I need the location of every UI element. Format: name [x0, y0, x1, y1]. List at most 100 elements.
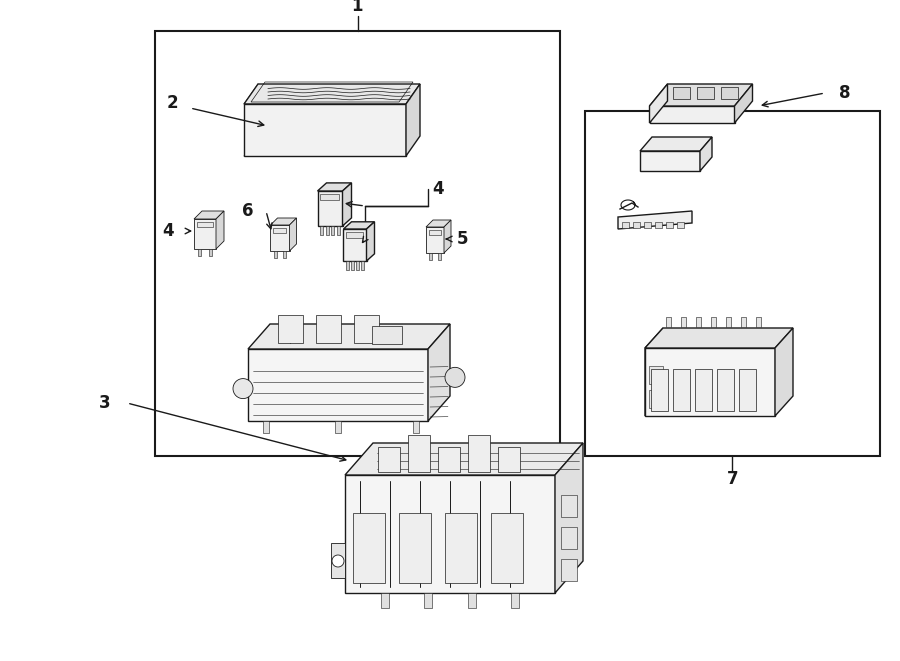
Bar — [498, 447, 520, 472]
Bar — [438, 253, 441, 260]
Polygon shape — [366, 222, 374, 261]
Text: 4: 4 — [162, 222, 174, 240]
Bar — [726, 317, 731, 327]
Bar — [320, 226, 323, 235]
Bar — [666, 222, 673, 228]
Polygon shape — [244, 84, 420, 104]
Polygon shape — [290, 218, 296, 251]
Polygon shape — [645, 348, 775, 416]
Polygon shape — [650, 106, 734, 123]
Bar — [644, 222, 651, 228]
Bar — [408, 435, 430, 472]
Text: 6: 6 — [242, 202, 254, 220]
Polygon shape — [775, 328, 793, 416]
Bar — [337, 226, 339, 235]
Bar — [335, 421, 341, 433]
Polygon shape — [444, 220, 451, 253]
Bar — [198, 249, 201, 256]
Bar — [346, 261, 348, 270]
Polygon shape — [645, 328, 793, 348]
Bar — [274, 251, 276, 258]
Bar — [585, 111, 880, 456]
Bar — [331, 543, 345, 578]
Bar — [197, 221, 213, 227]
Polygon shape — [618, 211, 692, 229]
Circle shape — [233, 379, 253, 399]
Bar — [155, 31, 560, 456]
Polygon shape — [271, 225, 290, 251]
Bar — [649, 366, 662, 384]
Bar — [429, 229, 441, 235]
Bar — [561, 559, 578, 581]
Polygon shape — [244, 104, 406, 156]
Polygon shape — [650, 84, 752, 106]
Bar — [353, 513, 385, 583]
Bar — [326, 226, 328, 235]
Polygon shape — [216, 211, 224, 249]
Bar — [354, 315, 379, 343]
Polygon shape — [194, 219, 216, 249]
Circle shape — [332, 555, 344, 567]
Bar — [381, 593, 389, 608]
Bar — [413, 421, 419, 433]
Bar — [741, 317, 746, 327]
Bar — [399, 513, 431, 583]
Bar — [717, 369, 734, 411]
Bar — [622, 222, 629, 228]
Polygon shape — [194, 211, 224, 219]
Bar — [677, 222, 684, 228]
Bar — [320, 194, 339, 200]
Polygon shape — [344, 222, 374, 229]
Bar — [351, 261, 354, 270]
Text: 3: 3 — [99, 394, 111, 412]
Text: 7: 7 — [727, 470, 739, 488]
Bar — [491, 513, 523, 583]
Bar — [649, 390, 662, 408]
Polygon shape — [344, 229, 366, 261]
Bar — [561, 495, 578, 517]
Bar — [673, 369, 690, 411]
Polygon shape — [428, 324, 450, 421]
Circle shape — [445, 368, 465, 387]
Polygon shape — [271, 218, 296, 225]
Bar — [274, 227, 286, 233]
Polygon shape — [426, 227, 444, 253]
Polygon shape — [406, 84, 420, 156]
Bar — [739, 369, 756, 411]
Bar — [361, 261, 365, 270]
Bar — [378, 447, 400, 472]
Bar — [651, 369, 668, 411]
Polygon shape — [640, 151, 700, 171]
Polygon shape — [645, 328, 663, 416]
Bar — [511, 593, 519, 608]
Bar — [284, 251, 286, 258]
Polygon shape — [640, 137, 712, 151]
Polygon shape — [345, 475, 555, 593]
Bar — [695, 369, 712, 411]
Bar — [438, 447, 460, 472]
Polygon shape — [700, 137, 712, 171]
Bar — [278, 315, 303, 343]
Bar — [445, 513, 477, 583]
Polygon shape — [555, 443, 583, 593]
Bar — [655, 222, 662, 228]
Polygon shape — [343, 183, 352, 226]
Bar — [372, 326, 402, 344]
Bar — [331, 226, 334, 235]
Polygon shape — [426, 220, 451, 227]
Polygon shape — [734, 84, 752, 123]
Bar — [561, 527, 578, 549]
Bar — [756, 317, 761, 327]
Bar — [721, 87, 737, 99]
Polygon shape — [345, 443, 583, 475]
Bar — [681, 317, 686, 327]
Text: 2: 2 — [166, 94, 178, 112]
Bar — [356, 261, 359, 270]
Polygon shape — [318, 191, 343, 226]
Polygon shape — [318, 183, 352, 191]
Text: 5: 5 — [456, 230, 468, 248]
Bar — [697, 87, 714, 99]
Bar — [468, 593, 476, 608]
Bar — [263, 421, 269, 433]
Bar — [429, 253, 432, 260]
